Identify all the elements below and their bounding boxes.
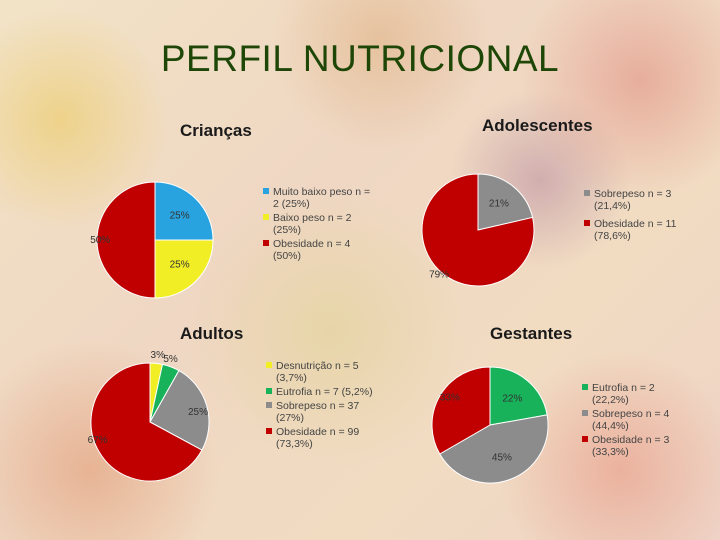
- pie-slice-sobrepeso: [149, 369, 210, 451]
- pie-slice-baixo: [154, 239, 214, 299]
- pie-data-label: 22%: [502, 393, 522, 404]
- chart-title-adolescentes: Adolescentes: [482, 116, 593, 135]
- legend-item: Baixo peso n = 2 (25%): [263, 212, 378, 236]
- legend-swatch: [582, 410, 588, 416]
- pie-chart-gestantes: 22% 45% 33%: [431, 366, 549, 484]
- pie-chart-criancas: 25% 25% 50%: [90, 181, 214, 299]
- legend-label: Desnutrição n = 5 (3,7%): [276, 360, 359, 384]
- pie-data-label: 50%: [90, 235, 110, 246]
- pie-slice-obesidade: [421, 173, 535, 287]
- legend-swatch: [582, 436, 588, 442]
- pie-chart-adolescentes: 21% 79%: [421, 173, 535, 287]
- legend-swatch: [263, 240, 269, 246]
- legend-item: Obesidade n = 11 (78,6%): [584, 218, 704, 242]
- legend-criancas: Muito baixo peso n = 2 (25%) Baixo peso …: [263, 186, 378, 264]
- legend-label: Obesidade n = 3 (33,3%): [592, 434, 670, 458]
- pie-data-label: 67%: [88, 435, 108, 446]
- legend-swatch: [263, 188, 269, 194]
- legend-label: Muito baixo peso n = 2 (25%): [273, 186, 371, 210]
- pie-data-label: 25%: [188, 407, 208, 418]
- legend-swatch: [582, 384, 588, 390]
- pie-data-label: 79%: [429, 269, 449, 280]
- legend-label: Obesidade n = 11 (78,6%): [594, 218, 677, 242]
- pie-data-label: 5%: [163, 354, 178, 365]
- legend-gestantes: Eutrofia n = 2 (22,2%) Sobrepeso n = 4 (…: [582, 382, 692, 460]
- legend-label: Sobrepeso n = 4 (44,4%): [592, 408, 670, 432]
- legend-item: Eutrofia n = 7 (5,2%): [266, 386, 381, 398]
- pie-data-label: 3%: [151, 350, 166, 361]
- legend-swatch: [266, 402, 272, 408]
- pie-slice-sobrepeso: [439, 414, 549, 484]
- pie-data-label: 25%: [170, 260, 190, 271]
- legend-label: Sobrepeso n = 37 (27%): [276, 400, 360, 424]
- legend-item: Obesidade n = 4 (50%): [263, 238, 378, 262]
- legend-adultos: Desnutrição n = 5 (3,7%) Eutrofia n = 7 …: [266, 360, 381, 452]
- chart-title-adultos: Adultos: [180, 324, 244, 343]
- chart-title-criancas: Crianças: [180, 121, 252, 140]
- legend-adolescentes: Sobrepeso n = 3 (21,4%) Obesidade n = 11…: [584, 188, 704, 244]
- pie-slice-obesidade: [90, 362, 203, 482]
- legend-item: Sobrepeso n = 37 (27%): [266, 400, 381, 424]
- legend-swatch: [263, 214, 269, 220]
- legend-label: Baixo peso n = 2 (25%): [273, 212, 352, 236]
- legend-item: Sobrepeso n = 3 (21,4%): [584, 188, 704, 212]
- pie-slice-obesidade: [431, 366, 491, 455]
- pie-chart-adultos: 3%5% 25% 67%: [88, 350, 210, 482]
- legend-swatch: [266, 362, 272, 368]
- pie-slice-eutrofia: [489, 366, 548, 426]
- legend-swatch: [584, 220, 590, 226]
- legend-label: Obesidade n = 4 (50%): [273, 238, 351, 262]
- pie-data-label: 45%: [492, 453, 512, 464]
- legend-item: Muito baixo peso n = 2 (25%): [263, 186, 378, 210]
- page-title: PERFIL NUTRICIONAL: [160, 38, 560, 79]
- pie-slice-sobrepeso: [477, 173, 534, 231]
- legend-item: Obesidade n = 3 (33,3%): [582, 434, 692, 458]
- legend-item: Sobrepeso n = 4 (44,4%): [582, 408, 692, 432]
- legend-label: Eutrofia n = 2 (22,2%): [592, 382, 655, 406]
- legend-item: Desnutrição n = 5 (3,7%): [266, 360, 381, 384]
- legend-label: Sobrepeso n = 3 (21,4%): [594, 188, 672, 212]
- pie-slice-obesidade: [96, 181, 156, 299]
- pie-slice-muito: [154, 181, 214, 241]
- legend-swatch: [266, 388, 272, 394]
- legend-item: Eutrofia n = 2 (22,2%): [582, 382, 692, 406]
- legend-swatch: [584, 190, 590, 196]
- pie-data-label: 33%: [440, 393, 460, 404]
- chart-title-gestantes: Gestantes: [490, 324, 573, 343]
- pie-data-label: 21%: [489, 199, 509, 210]
- legend-label: Obesidade n = 99 (73,3%): [276, 426, 360, 450]
- legend-item: Obesidade n = 99 (73,3%): [266, 426, 381, 450]
- pie-data-label: 25%: [170, 210, 190, 221]
- legend-label: Eutrofia n = 7 (5,2%): [276, 386, 373, 398]
- legend-swatch: [266, 428, 272, 434]
